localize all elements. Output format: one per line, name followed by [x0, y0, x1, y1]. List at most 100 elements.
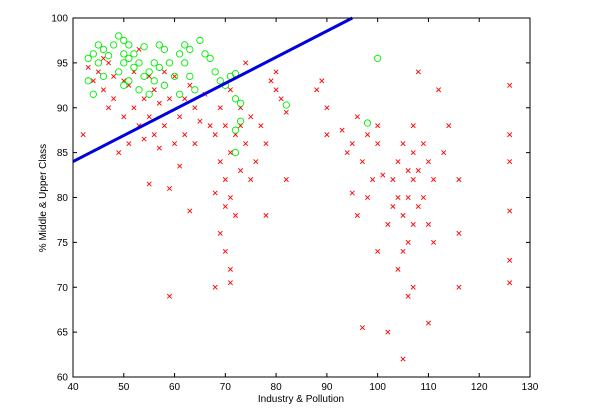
x-tick-label-5: 90 — [321, 382, 333, 393]
x-marker-point — [405, 194, 411, 201]
circle-marker-point — [99, 45, 108, 54]
x-marker-point — [80, 132, 86, 138]
circle-marker-point — [196, 36, 204, 45]
x-marker-point — [217, 159, 223, 165]
y-tick-label-6: 90 — [57, 103, 69, 114]
x-marker-point — [375, 123, 381, 129]
circle-marker-point — [165, 59, 174, 67]
x-marker-point — [227, 280, 233, 286]
x-marker-point — [248, 177, 254, 183]
y-tick-label-1: 65 — [57, 328, 69, 339]
x-marker-point — [425, 159, 431, 165]
y-tick-label-8: 100 — [51, 14, 68, 25]
x-marker-point — [405, 239, 411, 245]
circle-marker-point — [175, 90, 184, 98]
x-marker-point — [314, 87, 320, 93]
x-marker-point — [156, 145, 162, 151]
x-marker-point — [364, 132, 371, 138]
x-marker-point — [217, 230, 223, 236]
x-tick-label-4: 80 — [271, 382, 283, 393]
x-marker-point — [456, 230, 462, 236]
y-tick-label-4: 80 — [57, 193, 69, 204]
x-marker-point — [456, 177, 462, 183]
x-marker-point — [405, 168, 411, 174]
x-marker-point — [151, 87, 157, 93]
y-tick-label-7: 95 — [57, 58, 69, 69]
circle-marker-point — [236, 99, 245, 107]
x-tick-label-8: 120 — [471, 382, 488, 393]
x-marker-point — [507, 82, 513, 88]
x-marker-point — [227, 266, 233, 272]
x-tick-label-3: 70 — [220, 382, 232, 393]
x-marker-point — [222, 203, 228, 209]
x-marker-point — [187, 82, 193, 88]
x-marker-point — [349, 141, 355, 147]
x-marker-point — [420, 141, 426, 147]
x-marker-point — [415, 203, 421, 209]
x-marker-point — [507, 132, 513, 138]
circle-marker-point — [135, 59, 143, 67]
x-marker-point — [507, 257, 513, 263]
circle-marker-point — [236, 117, 245, 125]
x-marker-point — [131, 105, 137, 111]
circle-marker-point — [231, 148, 240, 157]
x-marker-point — [507, 159, 513, 165]
x-marker-point — [172, 141, 178, 147]
x-marker-point — [111, 96, 117, 102]
x-marker-point — [410, 221, 416, 227]
x-marker-point — [192, 105, 198, 111]
circle-marker-point — [181, 59, 189, 67]
circle-marker-point — [160, 45, 169, 54]
circle-marker-point — [120, 50, 128, 58]
x-marker-point — [380, 172, 386, 178]
x-marker-point — [100, 55, 106, 61]
circle-marker-point — [130, 63, 138, 72]
y-tick-label-5: 85 — [57, 148, 69, 159]
circle-marker-point — [135, 86, 143, 94]
x-marker-point — [212, 132, 218, 138]
x-marker-point — [197, 118, 203, 124]
circle-marker-point — [125, 54, 133, 63]
circle-marker-point — [94, 41, 103, 49]
x-marker-point — [456, 284, 462, 290]
x-marker-point — [126, 141, 132, 147]
x-marker-point — [141, 96, 147, 102]
x-marker-point — [410, 123, 416, 129]
x-marker-point — [324, 132, 330, 138]
x-marker-point — [253, 159, 259, 165]
x-marker-point — [395, 266, 401, 272]
x-marker-point — [375, 248, 381, 254]
x-marker-point — [385, 329, 391, 335]
x-marker-point — [415, 168, 421, 174]
x-marker-point — [238, 168, 244, 174]
circle-marker-point — [181, 41, 189, 49]
circle-marker-point — [145, 90, 153, 98]
x-marker-point — [177, 114, 183, 120]
x-marker-point — [446, 123, 452, 129]
x-marker-point — [161, 123, 167, 129]
x-marker-point — [339, 127, 345, 133]
x-marker-point — [222, 123, 228, 129]
circle-marker-point — [140, 43, 148, 51]
circle-marker-point — [374, 54, 382, 63]
x-marker-point — [248, 114, 254, 120]
x-marker-point — [283, 109, 289, 115]
x-marker-point — [90, 78, 96, 84]
x-marker-point — [390, 177, 396, 183]
x-marker-point — [431, 177, 437, 183]
x-marker-point — [375, 141, 381, 147]
x-marker-point — [100, 87, 106, 93]
x-marker-point — [436, 87, 442, 93]
circle-marker-point — [282, 101, 290, 109]
x-marker-point — [349, 190, 355, 196]
x-marker-point — [85, 64, 91, 70]
y-tick-label-3: 75 — [57, 238, 69, 249]
x-marker-point — [507, 208, 513, 214]
x-marker-point — [177, 163, 183, 169]
x-marker-point — [263, 141, 269, 147]
circle-marker-point — [99, 72, 108, 80]
x-marker-point — [415, 69, 421, 75]
circle-marker-point — [130, 50, 138, 58]
x-marker-point — [212, 190, 218, 196]
circle-marker-point — [120, 59, 128, 67]
